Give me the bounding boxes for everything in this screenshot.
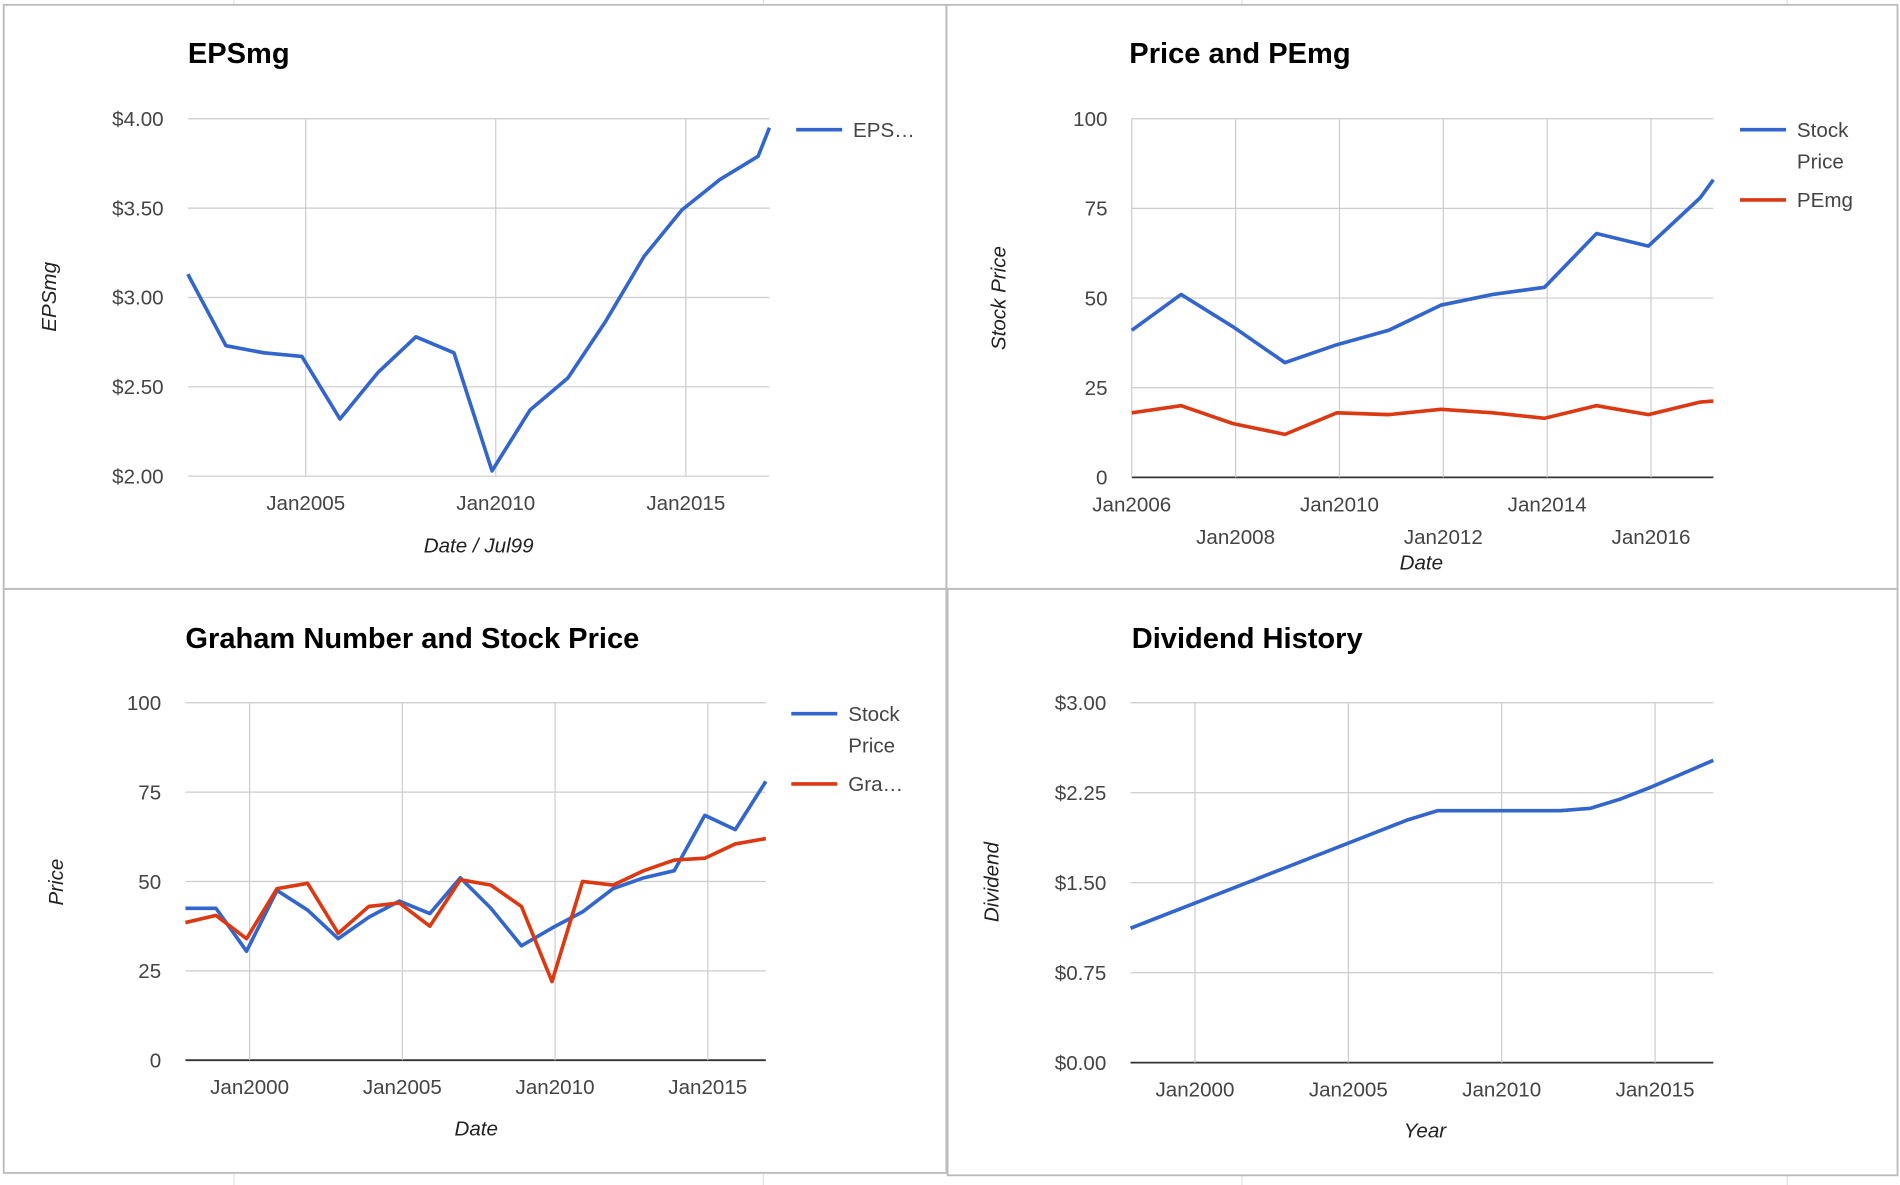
y-tick-label: 25 <box>138 960 161 983</box>
x-tick-label: Jan2015 <box>1616 1079 1695 1102</box>
x-axis-title: Date <box>1400 551 1443 574</box>
y-tick-label: $4.00 <box>112 108 164 131</box>
x-tick-label: Jan2010 <box>516 1076 595 1099</box>
x-tick-label: Jan2014 <box>1508 493 1587 516</box>
y-tick-label: 0 <box>150 1049 161 1072</box>
y-tick-label: 50 <box>1085 287 1108 310</box>
y-axis-title: Price <box>45 859 68 906</box>
series-line <box>1130 178 1715 365</box>
x-tick-label: Jan2005 <box>266 492 345 515</box>
series-line <box>1131 399 1714 437</box>
y-tick-label: 100 <box>127 692 161 715</box>
x-tick-label: Jan2000 <box>1155 1079 1234 1102</box>
x-tick-label: Jan2010 <box>1300 493 1379 516</box>
series-line <box>185 836 767 984</box>
y-tick-label: 75 <box>138 781 161 804</box>
y-tick-label: $2.50 <box>112 376 164 399</box>
x-tick-label: Jan2005 <box>1309 1079 1388 1102</box>
y-tick-label: $2.00 <box>112 465 164 488</box>
x-tick-label: Jan2010 <box>456 492 535 515</box>
legend-label: PEmg <box>1797 189 1853 212</box>
y-tick-label: $0.00 <box>1055 1052 1107 1075</box>
x-tick-label: Jan2015 <box>646 492 725 515</box>
y-tick-label: 25 <box>1085 377 1108 400</box>
y-tick-label: 75 <box>1085 198 1108 221</box>
series-line <box>1129 758 1715 930</box>
y-axis-title: Dividend <box>980 841 1003 922</box>
y-tick-label: 0 <box>1096 467 1107 490</box>
y-tick-label: $3.50 <box>112 197 164 220</box>
x-tick-label: Jan2010 <box>1462 1079 1541 1102</box>
sheet-grid <box>233 0 1788 1185</box>
chart-title: EPSmg <box>188 38 290 70</box>
chart-title: Price and PEmg <box>1129 38 1350 70</box>
x-tick-label: Jan2016 <box>1612 526 1691 549</box>
x-axis-title: Year <box>1404 1120 1447 1143</box>
y-axis-title: EPSmg <box>38 261 61 331</box>
x-tick-label: Jan2006 <box>1092 493 1171 516</box>
x-tick-label: Jan2008 <box>1196 526 1275 549</box>
y-tick-label: 50 <box>138 871 161 894</box>
x-axis-title: Date / Jul99 <box>424 535 534 558</box>
panel-borders <box>2 3 1899 1177</box>
legend-label: Stock Price <box>848 703 905 758</box>
legend-label: EPS… <box>853 119 915 142</box>
y-tick-label: $3.00 <box>112 287 164 310</box>
x-tick-label: Jan2015 <box>668 1076 747 1099</box>
y-tick-label: $1.50 <box>1055 872 1107 895</box>
series-line <box>185 780 768 953</box>
legend-label: Gra… <box>848 773 903 796</box>
x-axis-title: Date <box>455 1117 498 1140</box>
y-axis-title: Stock Price <box>988 246 1011 350</box>
legend-label: Stock Price <box>1797 119 1854 174</box>
y-tick-label: 100 <box>1073 108 1107 131</box>
y-tick-label: $2.25 <box>1055 782 1107 805</box>
x-tick-label: Jan2012 <box>1404 526 1483 549</box>
series-line <box>186 127 772 473</box>
chart-title: Graham Number and Stock Price <box>185 623 639 655</box>
x-tick-label: Jan2005 <box>363 1076 442 1099</box>
y-tick-label: $3.00 <box>1055 692 1107 715</box>
x-tick-label: Jan2000 <box>210 1076 289 1099</box>
y-tick-label: $0.75 <box>1055 962 1107 985</box>
chart-title: Dividend History <box>1132 623 1363 655</box>
